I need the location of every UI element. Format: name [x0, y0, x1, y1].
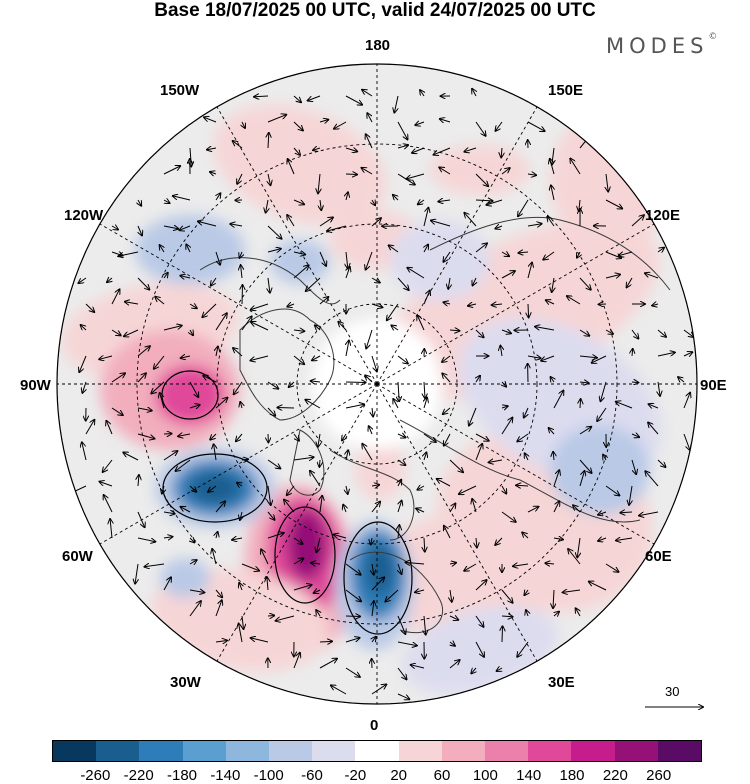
colorbar-tick-label: -180 — [167, 767, 197, 784]
map-disc — [40, 50, 720, 730]
lon-label-30e: 30E — [548, 674, 575, 691]
colorbar-tick-label: 20 — [390, 767, 407, 784]
colorbar-tick-label: -260 — [80, 767, 110, 784]
wind-vector — [502, 626, 503, 642]
colorbar-swatch — [615, 741, 658, 761]
wind-vector — [277, 408, 294, 409]
colorbar-tick-label: -60 — [301, 767, 323, 784]
wind-vector — [580, 399, 581, 408]
anomaly-region — [270, 240, 330, 284]
colorbar-swatch — [658, 741, 701, 761]
colorbar-swatch — [312, 741, 355, 761]
colorbar-tick-label: 140 — [516, 767, 541, 784]
colorbar-swatch — [355, 741, 398, 761]
wind-vector — [346, 174, 357, 175]
colorbar-tick-label: -140 — [210, 767, 240, 784]
anomaly-region — [355, 440, 405, 500]
anomaly-region — [155, 365, 225, 425]
colorbar-swatch — [139, 741, 182, 761]
polar-anomaly-map — [0, 0, 750, 740]
colorbar-tick-label: -20 — [344, 767, 366, 784]
lon-label-90e: 90E — [700, 377, 727, 394]
wind-vector — [346, 616, 360, 617]
anomaly-region — [287, 510, 327, 580]
lon-label-120e: 120E — [645, 207, 680, 224]
colorbar-swatch — [485, 741, 528, 761]
colorbar-swatch — [269, 741, 312, 761]
wind-vector — [242, 285, 243, 304]
lon-label-120w: 120W — [64, 207, 103, 224]
lon-label-0: 0 — [370, 717, 378, 734]
lon-label-90w: 90W — [20, 377, 51, 394]
colorbar-tick-label: 100 — [473, 767, 498, 784]
wind-vector — [268, 616, 274, 617]
colorbar-swatch — [96, 741, 139, 761]
colorbar-swatch — [442, 741, 485, 761]
wind-vector — [346, 382, 366, 383]
colorbar-swatch — [571, 741, 614, 761]
lon-label-60e: 60E — [645, 548, 672, 565]
lon-label-150e: 150E — [548, 82, 583, 99]
colorbar-tick-label: 60 — [434, 767, 451, 784]
colorbar — [52, 740, 702, 762]
colorbar-swatch — [399, 741, 442, 761]
wind-vector — [632, 382, 638, 383]
wind-vector — [528, 304, 529, 317]
anomaly-region — [190, 472, 240, 504]
wind-vector — [319, 460, 320, 467]
colorbar-swatch — [183, 741, 226, 761]
vector-scale-label: 30 — [665, 684, 679, 699]
lon-label-150w: 150W — [160, 82, 199, 99]
lon-label-30w: 30W — [170, 674, 201, 691]
colorbar-swatch — [528, 741, 571, 761]
anomaly-region — [550, 110, 670, 250]
colorbar-tick-label: -220 — [124, 767, 154, 784]
wind-vector — [516, 485, 528, 486]
wind-vector — [632, 349, 633, 356]
colorbar-tick-label: -100 — [254, 767, 284, 784]
anomaly-region — [430, 145, 530, 195]
lon-label-180: 180 — [365, 37, 390, 54]
colorbar-tick-label: 260 — [646, 767, 671, 784]
wind-vector — [320, 641, 332, 642]
colorbar-tick-label: 180 — [559, 767, 584, 784]
anomaly-region — [390, 220, 490, 300]
colorbar-swatch — [226, 741, 269, 761]
lon-label-60w: 60W — [62, 548, 93, 565]
colorbar-tick-label: 220 — [603, 767, 628, 784]
colorbar-swatch — [53, 741, 96, 761]
